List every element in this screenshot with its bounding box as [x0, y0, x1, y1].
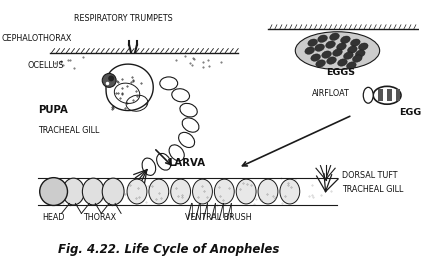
Text: THORAX: THORAX	[83, 213, 116, 222]
Ellipse shape	[344, 52, 353, 59]
Ellipse shape	[102, 178, 124, 205]
Ellipse shape	[149, 179, 169, 204]
Bar	[378, 89, 383, 101]
Ellipse shape	[169, 145, 184, 161]
Bar	[387, 89, 392, 101]
Ellipse shape	[373, 86, 401, 104]
Bar	[396, 89, 400, 101]
Text: RESPIRATORY TRUMPETS: RESPIRATORY TRUMPETS	[74, 14, 173, 23]
Text: PUPA: PUPA	[38, 105, 68, 115]
Ellipse shape	[341, 36, 350, 43]
Text: DORSAL TUFT: DORSAL TUFT	[342, 171, 398, 180]
Text: OCELLUS: OCELLUS	[28, 61, 64, 70]
Ellipse shape	[160, 77, 178, 90]
Ellipse shape	[179, 132, 195, 148]
Ellipse shape	[333, 49, 342, 56]
Text: HEAD: HEAD	[42, 213, 65, 222]
Ellipse shape	[346, 62, 356, 69]
Ellipse shape	[316, 60, 325, 67]
Ellipse shape	[171, 179, 191, 204]
Text: VENTRAL BRUSH: VENTRAL BRUSH	[185, 213, 252, 222]
Ellipse shape	[322, 51, 331, 58]
Ellipse shape	[351, 39, 360, 46]
Ellipse shape	[326, 41, 335, 48]
Ellipse shape	[82, 178, 104, 205]
Ellipse shape	[280, 179, 300, 204]
Text: Fig. 4.22. Life Cycle of Anopheles: Fig. 4.22. Life Cycle of Anopheles	[58, 243, 279, 256]
Ellipse shape	[330, 33, 339, 40]
Ellipse shape	[363, 87, 373, 103]
Text: LARVA: LARVA	[168, 158, 205, 168]
Ellipse shape	[305, 47, 314, 54]
Ellipse shape	[182, 118, 199, 132]
Ellipse shape	[192, 179, 212, 204]
Ellipse shape	[358, 43, 368, 50]
Ellipse shape	[348, 46, 357, 53]
Ellipse shape	[295, 32, 380, 69]
Ellipse shape	[214, 179, 234, 204]
Ellipse shape	[142, 158, 156, 176]
Ellipse shape	[172, 89, 189, 102]
Ellipse shape	[40, 178, 68, 205]
Ellipse shape	[352, 55, 362, 62]
Ellipse shape	[327, 57, 336, 64]
Ellipse shape	[127, 179, 147, 204]
Ellipse shape	[62, 178, 84, 205]
Text: AIRFLOAT: AIRFLOAT	[311, 89, 349, 98]
Circle shape	[108, 75, 114, 81]
Text: TRACHEAL GILL: TRACHEAL GILL	[38, 125, 99, 134]
Ellipse shape	[180, 103, 197, 117]
Ellipse shape	[258, 179, 278, 204]
Text: EGGS: EGGS	[326, 68, 355, 77]
Ellipse shape	[311, 54, 320, 61]
Ellipse shape	[318, 35, 327, 42]
Text: CEPHALOTHORAX: CEPHALOTHORAX	[2, 34, 72, 43]
Ellipse shape	[337, 43, 346, 50]
Ellipse shape	[236, 179, 256, 204]
Polygon shape	[106, 64, 153, 111]
Ellipse shape	[157, 153, 171, 170]
Text: TRACHEAL GILL: TRACHEAL GILL	[342, 185, 404, 194]
Text: EGG: EGG	[399, 108, 421, 117]
Circle shape	[102, 73, 116, 87]
Ellipse shape	[338, 59, 347, 66]
Ellipse shape	[308, 39, 317, 46]
Ellipse shape	[315, 44, 325, 51]
Ellipse shape	[355, 50, 365, 57]
